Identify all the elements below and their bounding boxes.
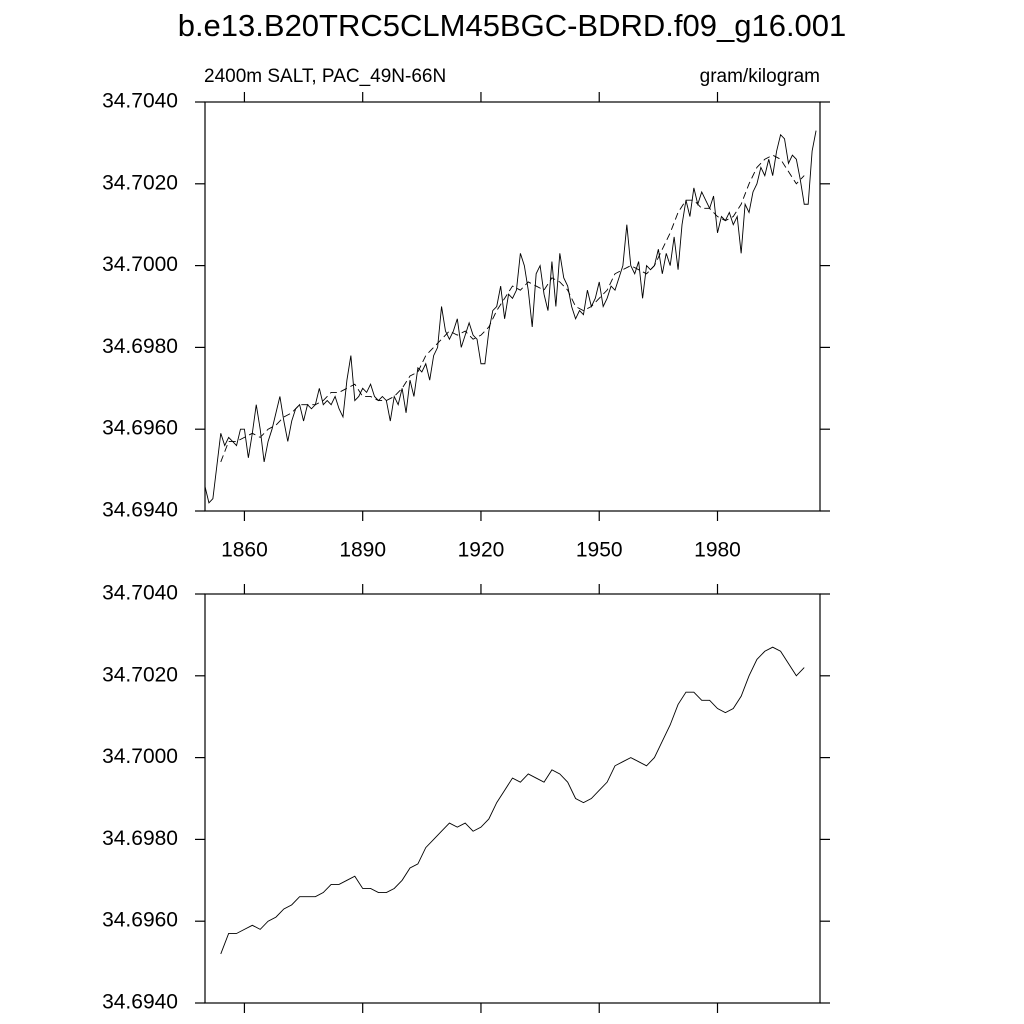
data-line <box>220 646 805 955</box>
y-tick-label: 34.6940 <box>102 991 178 1014</box>
y-tick-label: 34.7020 <box>102 171 178 194</box>
y-tick-label: 34.7000 <box>102 253 178 276</box>
x-tick-label: 1950 <box>576 539 623 562</box>
y-tick-label: 34.7040 <box>102 90 178 113</box>
plot-frame <box>204 101 821 512</box>
x-tick-label: 1890 <box>339 539 386 562</box>
data-line <box>220 154 805 463</box>
y-tick-label: 34.6940 <box>102 499 178 522</box>
data-line <box>204 130 817 504</box>
y-tick-label: 34.7000 <box>102 745 178 768</box>
plot-frame <box>204 593 821 1004</box>
y-tick-label: 34.6960 <box>102 909 178 932</box>
y-tick-label: 34.6980 <box>102 335 178 358</box>
main-title: b.e13.B20TRC5CLM45BGC-BDRD.f09_g16.001 <box>178 8 847 43</box>
y-tick-label: 34.6960 <box>102 417 178 440</box>
x-tick-label: 1860 <box>221 539 268 562</box>
x-tick-label: 1980 <box>694 539 741 562</box>
y-tick-label: 34.7020 <box>102 663 178 686</box>
x-tick-label: 1920 <box>458 539 505 562</box>
subtitle-left: 2400m SALT, PAC_49N-66N <box>204 66 446 87</box>
y-tick-label: 34.7040 <box>102 582 178 605</box>
y-tick-label: 34.6980 <box>102 827 178 850</box>
subtitle-right: gram/kilogram <box>700 66 820 87</box>
